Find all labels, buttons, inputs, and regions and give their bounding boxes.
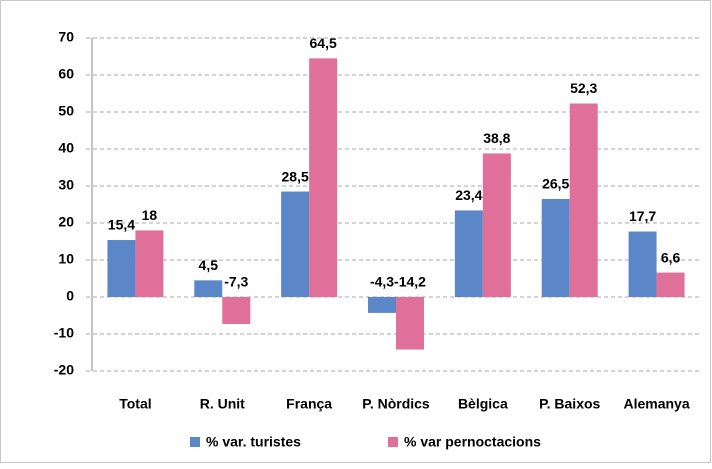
y-tick-label: -10 [54,325,74,341]
data-label: 17,7 [629,208,656,224]
data-label: 52,3 [570,80,597,96]
data-label: 26,5 [542,176,569,192]
data-label: 28,5 [282,168,309,184]
y-tick-label: 30 [58,177,74,193]
data-label: 38,8 [483,130,510,146]
bar [454,210,483,297]
y-tick-label: 70 [58,29,74,45]
data-label: 23,4 [455,187,482,203]
data-label: 64,5 [310,35,337,51]
data-label: 15,4 [108,217,135,233]
y-tick-label: -20 [54,362,74,378]
data-label: 18 [142,207,158,223]
y-tick-label: 40 [58,140,74,156]
x-tick-label: França [286,396,332,412]
bar [569,103,598,298]
data-label: 4,5 [199,257,219,273]
data-label: 6,6 [661,249,681,265]
bar [309,58,338,297]
data-label: -7,3 [224,274,248,290]
bar [541,198,570,297]
bar [281,191,310,297]
y-tick-label: 10 [58,251,74,267]
data-label: -4,3 [370,274,394,290]
x-tick-label: Total [119,396,151,412]
y-tick-label: 50 [58,103,74,119]
legend-swatch [388,437,398,447]
bar [482,153,511,297]
x-tick-label: P. Baixos [539,396,600,412]
bar [194,280,223,297]
bar [656,272,685,297]
legend-swatch [190,437,200,447]
x-tick-label: P. Nòrdics [362,396,430,412]
bar [135,230,164,297]
legend-label: % var. turistes [206,434,301,450]
bar [222,297,251,325]
y-tick-label: 20 [58,214,74,230]
bar [396,297,424,350]
legend-label: % var pernoctacions [404,434,541,450]
data-label: -14,2 [394,274,426,290]
x-tick-label: Alemanya [623,396,689,412]
x-tick-label: R. Unit [200,396,245,412]
bar [368,297,396,313]
bar [107,240,136,297]
y-tick-label: 0 [66,288,74,304]
y-tick-label: 60 [58,66,74,82]
x-tick-label: Bèlgica [458,396,508,412]
bar [628,231,657,297]
